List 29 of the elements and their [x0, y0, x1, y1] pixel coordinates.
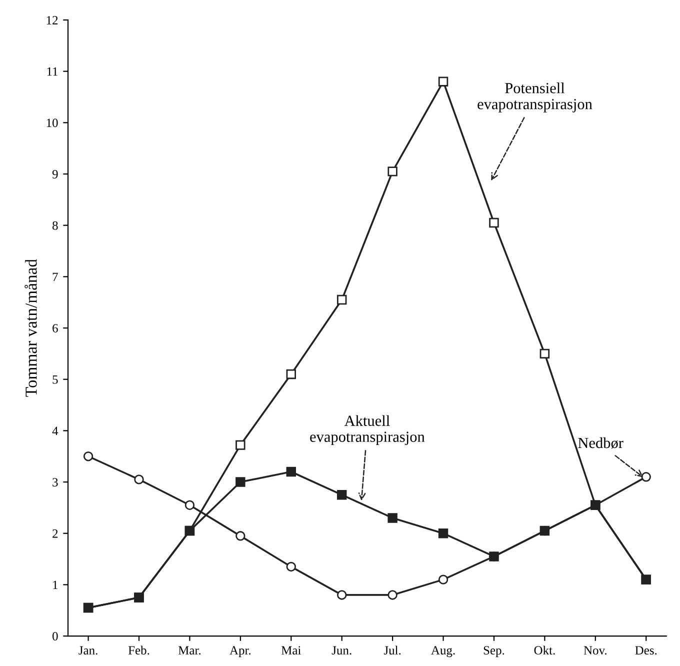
- y-tick-label: 8: [52, 221, 58, 230]
- y-tick-label: 1: [53, 580, 58, 590]
- series-label: Potensiell evapotranspirasjon: [478, 82, 592, 112]
- x-tick-label: Feb.: [128, 646, 150, 655]
- x-tick-label: Des.: [635, 646, 657, 655]
- y-tick-label: 0: [52, 632, 58, 640]
- y-axis-title: Tommar vatn/månad: [24, 259, 37, 397]
- y-tick-label: 2: [52, 529, 58, 538]
- y-tick-label: 6: [52, 324, 58, 332]
- y-tick-label: 4: [52, 426, 58, 436]
- x-tick-label: Mai: [281, 646, 301, 655]
- x-tick-label: Jun.: [332, 646, 352, 655]
- x-tick-label: Apr.: [230, 646, 251, 658]
- y-tick-label: 11: [47, 67, 58, 76]
- y-tick-label: 12: [46, 16, 58, 24]
- x-tick-label: Mar.: [178, 646, 201, 655]
- x-tick-label: Okt.: [534, 646, 555, 655]
- y-tick-label: 7: [52, 272, 58, 282]
- x-tick-label: Jul.: [384, 646, 401, 655]
- x-tick-label: Sep.: [484, 646, 504, 658]
- series-label: Aktuell evapotranspirasjon: [310, 415, 425, 446]
- x-tick-label: Aug.: [431, 646, 455, 658]
- y-tick-label: 5: [52, 375, 58, 384]
- y-tick-label: 10: [46, 118, 58, 128]
- y-tick-label: 9: [52, 170, 58, 178]
- text: Nedbør: [578, 437, 624, 449]
- x-tick-label: Jan.: [78, 646, 98, 655]
- y-tick-label: 3: [52, 478, 58, 486]
- x-tick-label: Nov.: [584, 646, 606, 655]
